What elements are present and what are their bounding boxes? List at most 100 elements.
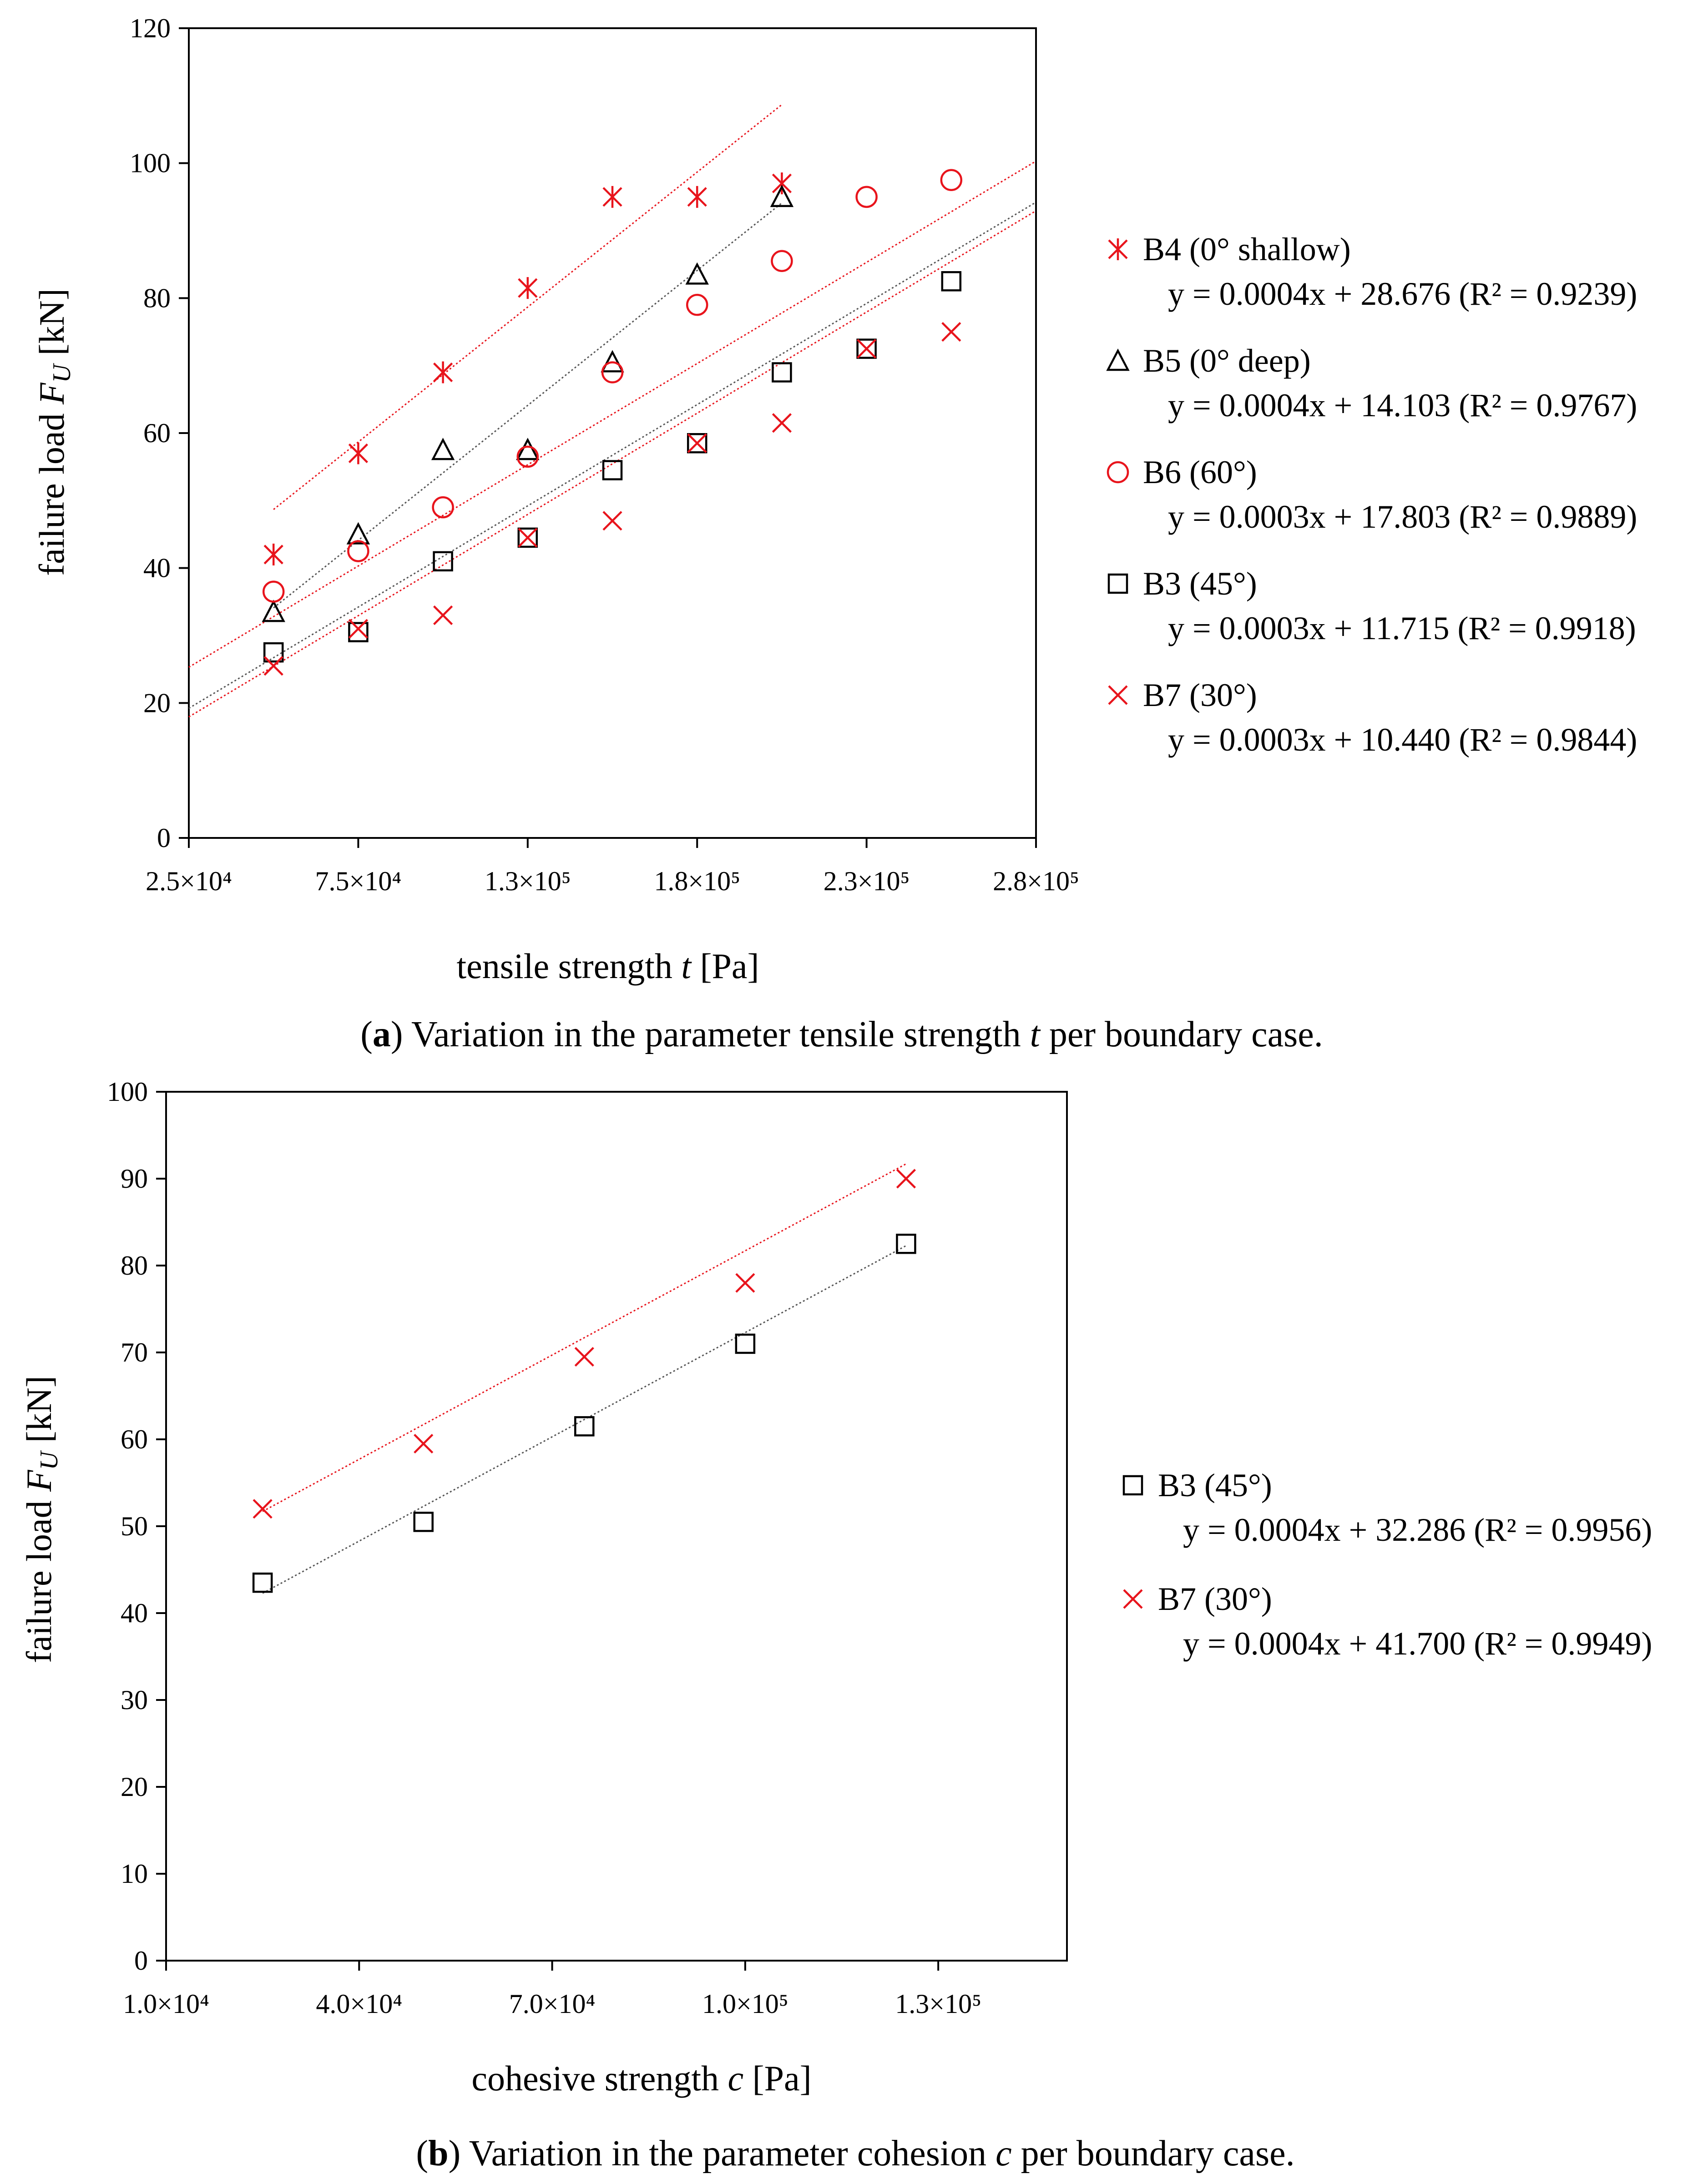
x-tick-label: 2.3×10⁵ bbox=[824, 866, 910, 896]
y-tick-label: 30 bbox=[121, 1685, 148, 1715]
y-tick-label: 60 bbox=[121, 1424, 148, 1454]
data-point-square bbox=[574, 1416, 595, 1437]
legend-equation: y = 0.0003x + 10.440 (R² = 0.9844) bbox=[1168, 721, 1637, 758]
trendline-triangle bbox=[273, 202, 783, 609]
legend-series-name: B3 (45°) bbox=[1143, 565, 1257, 602]
x-tick-label: 2.8×10⁵ bbox=[993, 866, 1079, 896]
legend-series-name: B4 (0° shallow) bbox=[1143, 231, 1351, 267]
data-point-square bbox=[687, 433, 708, 454]
chart-a-plot-frame bbox=[188, 27, 1037, 839]
y-tick-label: 40 bbox=[121, 1598, 148, 1628]
y-tick-label: 0 bbox=[157, 823, 171, 853]
data-point-square bbox=[941, 271, 962, 292]
x-tick-label: 1.3×10⁵ bbox=[895, 1989, 981, 2019]
data-point-x bbox=[574, 1347, 594, 1367]
legend-series-name: B3 (45°) bbox=[1158, 1467, 1272, 1503]
data-point-x bbox=[735, 1273, 755, 1293]
data-point-triangle bbox=[685, 262, 709, 285]
chart-b: 0 10 20 30 40 50 60 70 80 90 100 1.0×10⁴ 4.0×10⁴ 7.0… bbox=[19, 1077, 1652, 2174]
x-tick-label: 1.3×10⁵ bbox=[485, 866, 571, 896]
data-point-square bbox=[772, 362, 792, 383]
data-point-asterisk bbox=[348, 442, 368, 464]
x-tick-label: 2.5×10⁴ bbox=[146, 866, 232, 896]
chart-a-x-ticks: 2.5×10⁴ 7.5×10⁴ 1.3×10⁵ 1.8×10⁵ 2.3×10⁵ 2.8×1… bbox=[146, 838, 1079, 896]
data-point-circle bbox=[855, 186, 878, 208]
data-point-triangle bbox=[601, 350, 624, 373]
legend-marker-x bbox=[1108, 685, 1128, 705]
data-point-square bbox=[896, 1234, 916, 1254]
y-tick-label: 90 bbox=[121, 1164, 148, 1194]
legend-series-name: B5 (0° deep) bbox=[1143, 343, 1311, 379]
data-point-square bbox=[735, 1333, 756, 1354]
data-point-square bbox=[413, 1512, 434, 1532]
chart-a-y-ticks: 0 20 40 60 80 100 120 bbox=[130, 13, 189, 853]
chart-b-caption: (b) Variation in the parameter cohesion … bbox=[416, 2134, 1294, 2174]
x-tick-label: 1.0×10⁴ bbox=[123, 1989, 209, 2019]
chart-a-legend: B4 (0° shallow) y = 0.0004x + 28.676 (R² … bbox=[1106, 231, 1637, 758]
x-tick-label: 4.0×10⁴ bbox=[316, 1989, 402, 2019]
data-point-triangle bbox=[516, 438, 540, 460]
data-point-asterisk bbox=[687, 186, 707, 208]
data-point-asterisk bbox=[263, 544, 283, 565]
data-point-square bbox=[263, 642, 284, 663]
data-point-x bbox=[518, 528, 538, 548]
data-point-x bbox=[263, 656, 283, 676]
data-point-triangle bbox=[346, 522, 370, 545]
data-point-square bbox=[252, 1572, 273, 1593]
data-point-x bbox=[348, 619, 368, 639]
chart-a-x-axis-title: tensile strength t [Pa] bbox=[456, 946, 759, 986]
chart-b-x-ticks: 1.0×10⁴ 4.0×10⁴ 7.0×10⁴ 1.0×10⁵ 1.3×10⁵ bbox=[123, 1961, 981, 2019]
data-point-x bbox=[253, 1499, 273, 1519]
legend-series-name: B6 (60°) bbox=[1143, 454, 1257, 490]
legend-equation: y = 0.0003x + 11.715 (R² = 0.9918) bbox=[1168, 610, 1636, 646]
x-tick-label: 1.0×10⁵ bbox=[702, 1989, 788, 2019]
data-point-x bbox=[941, 322, 961, 342]
y-tick-label: 40 bbox=[143, 553, 171, 583]
chart-a-caption: (a) Variation in the parameter tensile s… bbox=[360, 1014, 1323, 1054]
data-point-circle bbox=[601, 361, 624, 383]
data-point-asterisk bbox=[433, 361, 453, 383]
legend-equation: y = 0.0004x + 14.103 (R² = 0.9767) bbox=[1168, 387, 1637, 424]
y-tick-label: 80 bbox=[143, 283, 171, 313]
legend-marker-square bbox=[1107, 573, 1128, 594]
legend-marker-asterisk bbox=[1108, 238, 1128, 260]
y-tick-label: 20 bbox=[143, 688, 171, 718]
legend-marker-triangle bbox=[1106, 348, 1130, 371]
data-point-circle bbox=[347, 540, 369, 562]
y-tick-label: 100 bbox=[130, 148, 171, 178]
data-point-square bbox=[856, 338, 877, 359]
x-tick-label: 7.0×10⁴ bbox=[509, 1989, 596, 2019]
data-point-circle bbox=[686, 293, 708, 316]
y-tick-label: 50 bbox=[121, 1511, 148, 1541]
data-point-asterisk bbox=[518, 277, 538, 299]
legend-equation: y = 0.0004x + 28.676 (R² = 0.9239) bbox=[1168, 276, 1637, 312]
data-point-triangle bbox=[431, 438, 455, 460]
chart-a: 0 20 40 60 80 100 120 2.5×10⁴ 7.5×10⁴ 1.3×10⁵ 1.8… bbox=[32, 13, 1637, 1054]
y-tick-label: 120 bbox=[130, 13, 171, 43]
data-point-x bbox=[414, 1433, 434, 1454]
x-tick-label: 7.5×10⁴ bbox=[315, 866, 402, 896]
trendline-circle bbox=[188, 160, 1036, 668]
data-point-triangle bbox=[262, 600, 285, 622]
chart-b-plot-frame bbox=[165, 1091, 1068, 1962]
legend-marker-x bbox=[1123, 1589, 1143, 1609]
legend-series-name: B7 (30°) bbox=[1143, 677, 1257, 713]
data-point-triangle bbox=[770, 184, 794, 207]
y-tick-label: 20 bbox=[121, 1772, 148, 1802]
chart-b-legend: B3 (45°) y = 0.0004x + 32.286 (R² = 0.995… bbox=[1122, 1467, 1652, 1662]
data-point-circle bbox=[771, 250, 793, 272]
trendline-x bbox=[262, 1163, 907, 1512]
chart-a-y-axis-title: failure load FU [kN] bbox=[32, 288, 76, 576]
legend-equation: y = 0.0003x + 17.803 (R² = 0.9889) bbox=[1168, 499, 1637, 535]
data-point-x bbox=[687, 433, 707, 453]
chart-b-x-axis-title: cohesive strength c [Pa] bbox=[471, 2058, 811, 2098]
y-tick-label: 0 bbox=[134, 1946, 148, 1976]
data-point-x bbox=[602, 511, 622, 531]
x-tick-label: 1.8×10⁵ bbox=[654, 866, 740, 896]
y-tick-label: 100 bbox=[107, 1077, 148, 1107]
y-tick-label: 10 bbox=[121, 1859, 148, 1889]
data-point-square bbox=[602, 460, 623, 480]
legend-series-name: B7 (30°) bbox=[1158, 1581, 1272, 1617]
data-point-x bbox=[857, 338, 877, 359]
